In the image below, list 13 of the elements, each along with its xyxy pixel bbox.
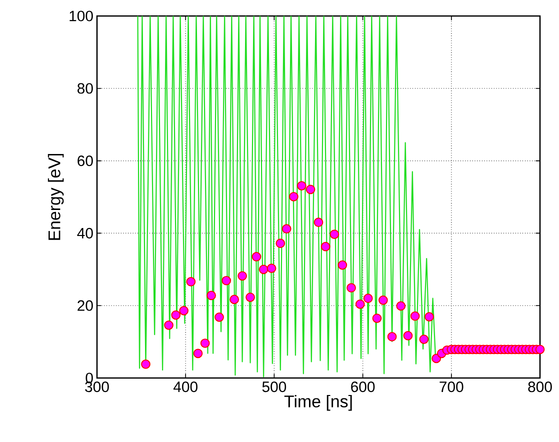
x-tick-label: 800 <box>528 382 552 392</box>
y-tick-label: 40 <box>77 228 93 238</box>
x-tick-label: 600 <box>351 382 375 392</box>
x-tick-label: 300 <box>85 382 109 392</box>
y-axis-title: Energy [eV] <box>48 154 64 240</box>
y-tick-label: 20 <box>78 300 93 311</box>
y-tick-label: 60 <box>78 156 93 166</box>
y-tick-label: 80 <box>78 83 93 94</box>
x-tick-label: 700 <box>440 382 464 392</box>
x-tick-label: 400 <box>173 382 198 392</box>
x-axis-title: Time [ns] <box>284 394 352 411</box>
x-tick-label: 500 <box>262 382 286 392</box>
y-tick-label: 100 <box>70 10 93 22</box>
